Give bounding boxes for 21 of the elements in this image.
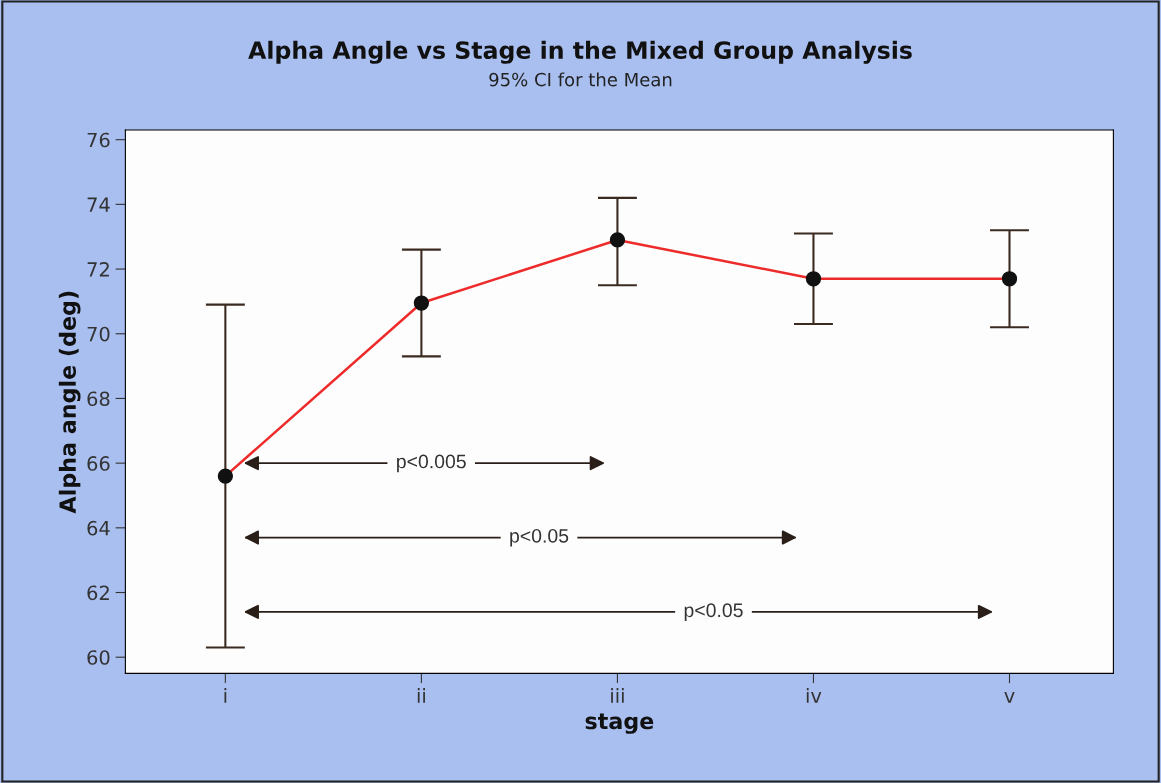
x-axis-title: stage (585, 713, 654, 734)
x-tick-label: ii (417, 687, 425, 703)
x-tick-label: iii (611, 687, 624, 703)
y-axis-title: Alpha angle (deg) (58, 291, 81, 514)
y-tick-label: 62 (87, 585, 109, 601)
y-tick-label: 68 (87, 391, 110, 407)
chart-title: Alpha Angle vs Stage in the Mixed Group Analysis (248, 40, 912, 64)
annotation: p<0.05 (684, 603, 743, 621)
y-tick-label: 60 (87, 650, 110, 665)
chart-subtitle: 95% CI for the Mean (489, 72, 672, 87)
y-tick-label: 74 (87, 197, 110, 212)
x-tick-label: v (1004, 692, 1015, 703)
y-tick-label: 70 (87, 326, 110, 342)
annotation: p<0.05 (510, 528, 569, 547)
y-tick-label: 64 (87, 520, 110, 536)
y-tick-label: 76 (87, 132, 110, 148)
x-tick-label: iv (806, 687, 822, 703)
y-tick-label: 66 (87, 456, 110, 471)
y-tick-label: 72 (87, 262, 109, 277)
x-tick-label: i (224, 687, 227, 703)
annotation: p<0.005 (397, 454, 466, 473)
